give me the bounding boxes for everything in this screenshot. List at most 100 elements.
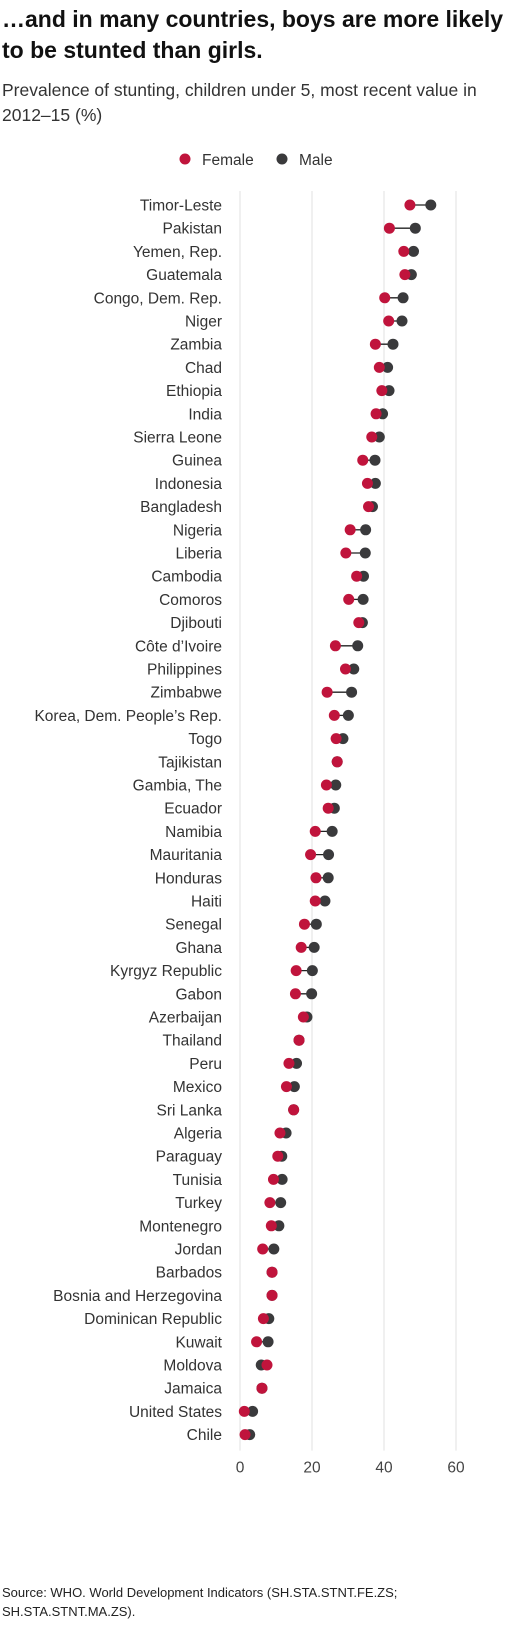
female-point [272, 1150, 284, 1162]
category-label: Chad [185, 360, 222, 377]
male-point [262, 1336, 274, 1348]
female-point [331, 756, 343, 768]
male-point [387, 338, 399, 350]
category-label: Dominican Republic [84, 1311, 222, 1328]
male-point [308, 941, 320, 953]
category-label: Guinea [172, 453, 222, 470]
female-point [251, 1336, 263, 1348]
x-axis: 0 20 40 60 [236, 1460, 465, 1477]
x-tick-label: 20 [303, 1460, 321, 1477]
female-point [329, 640, 341, 652]
female-point [340, 547, 352, 559]
category-label: Gabon [175, 986, 222, 1003]
female-point [353, 617, 365, 629]
female-point [310, 872, 322, 884]
female-point [344, 524, 356, 536]
x-tick-label: 0 [236, 1460, 245, 1477]
chart-title: …and in many countries, boys are more li… [2, 6, 504, 63]
male-point [275, 1197, 287, 1209]
category-label: Mauritania [150, 847, 223, 864]
female-point [369, 338, 381, 350]
male-point [276, 1173, 288, 1185]
category-label: Thailand [163, 1033, 222, 1050]
legend-female-marker [179, 153, 191, 165]
category-label: Nigeria [173, 522, 222, 539]
female-point [361, 477, 373, 489]
male-point [346, 686, 358, 698]
category-label: Kyrgyz Republic [110, 963, 222, 980]
male-point [425, 199, 437, 211]
category-label: Chile [187, 1427, 222, 1444]
female-point [283, 1057, 295, 1069]
male-point [268, 1243, 280, 1255]
male-point [369, 454, 381, 466]
category-label: Montenegro [139, 1218, 222, 1235]
male-point [342, 709, 354, 721]
category-label: Korea, Dem. People’s Rep. [34, 708, 222, 725]
legend-female-label: Female [202, 152, 254, 169]
category-label: Moldova [163, 1358, 222, 1375]
male-point [323, 849, 335, 861]
category-label: Tajikistan [158, 754, 222, 771]
female-point [295, 941, 307, 953]
category-label: Guatemala [146, 267, 222, 284]
male-point [382, 361, 394, 373]
category-label: Sri Lanka [157, 1102, 223, 1119]
female-point [399, 269, 411, 281]
category-label: Turkey [175, 1195, 222, 1212]
female-point [320, 779, 332, 791]
category-label: Cambodia [151, 569, 222, 586]
female-point [398, 245, 410, 257]
male-point [357, 593, 369, 605]
male-point [273, 1220, 285, 1232]
female-point [305, 849, 317, 861]
x-tick-label: 60 [447, 1460, 465, 1477]
female-point [264, 1197, 276, 1209]
category-label: Namibia [165, 824, 222, 841]
female-point [376, 385, 388, 397]
female-point [274, 1127, 286, 1139]
category-label: Ghana [175, 940, 222, 957]
female-point [267, 1173, 279, 1185]
category-label: Senegal [165, 917, 222, 934]
male-point [360, 524, 372, 536]
male-point [369, 477, 381, 489]
male-point [373, 431, 385, 443]
female-point [370, 408, 382, 420]
female-point [321, 686, 333, 698]
female-point [257, 1243, 269, 1255]
male-point [409, 222, 421, 234]
female-point [280, 1081, 292, 1093]
female-point [330, 733, 342, 745]
male-point [348, 663, 360, 675]
female-point [238, 1405, 250, 1417]
female-point [290, 965, 302, 977]
female-point [357, 454, 369, 466]
male-point [310, 918, 322, 930]
category-label: Timor-Leste [140, 198, 222, 215]
category-label: Azerbaijan [149, 1010, 222, 1027]
category-label: Pakistan [163, 221, 222, 238]
category-label: Congo, Dem. Rep. [94, 290, 222, 307]
category-label: Djibouti [170, 615, 222, 632]
category-label: Indonesia [155, 476, 223, 493]
chart-subtitle: Prevalence of stunting, children under 5… [2, 80, 477, 125]
female-point [309, 895, 321, 907]
category-label: Gambia, The [133, 778, 222, 795]
category-label: Sierra Leone [133, 430, 222, 447]
category-label: Ethiopia [166, 383, 222, 400]
female-point [298, 918, 310, 930]
female-point [288, 1104, 300, 1116]
category-label: Liberia [175, 546, 222, 563]
category-label: India [188, 406, 222, 423]
category-label: Ecuador [164, 801, 222, 818]
category-label: Niger [185, 314, 222, 331]
male-point [306, 965, 318, 977]
data-marks [238, 199, 437, 1441]
legend-male-marker [276, 153, 288, 165]
category-label: Comoros [159, 592, 222, 609]
male-point [330, 779, 342, 791]
female-point [339, 663, 351, 675]
female-point [366, 431, 378, 443]
female-point [309, 825, 321, 837]
